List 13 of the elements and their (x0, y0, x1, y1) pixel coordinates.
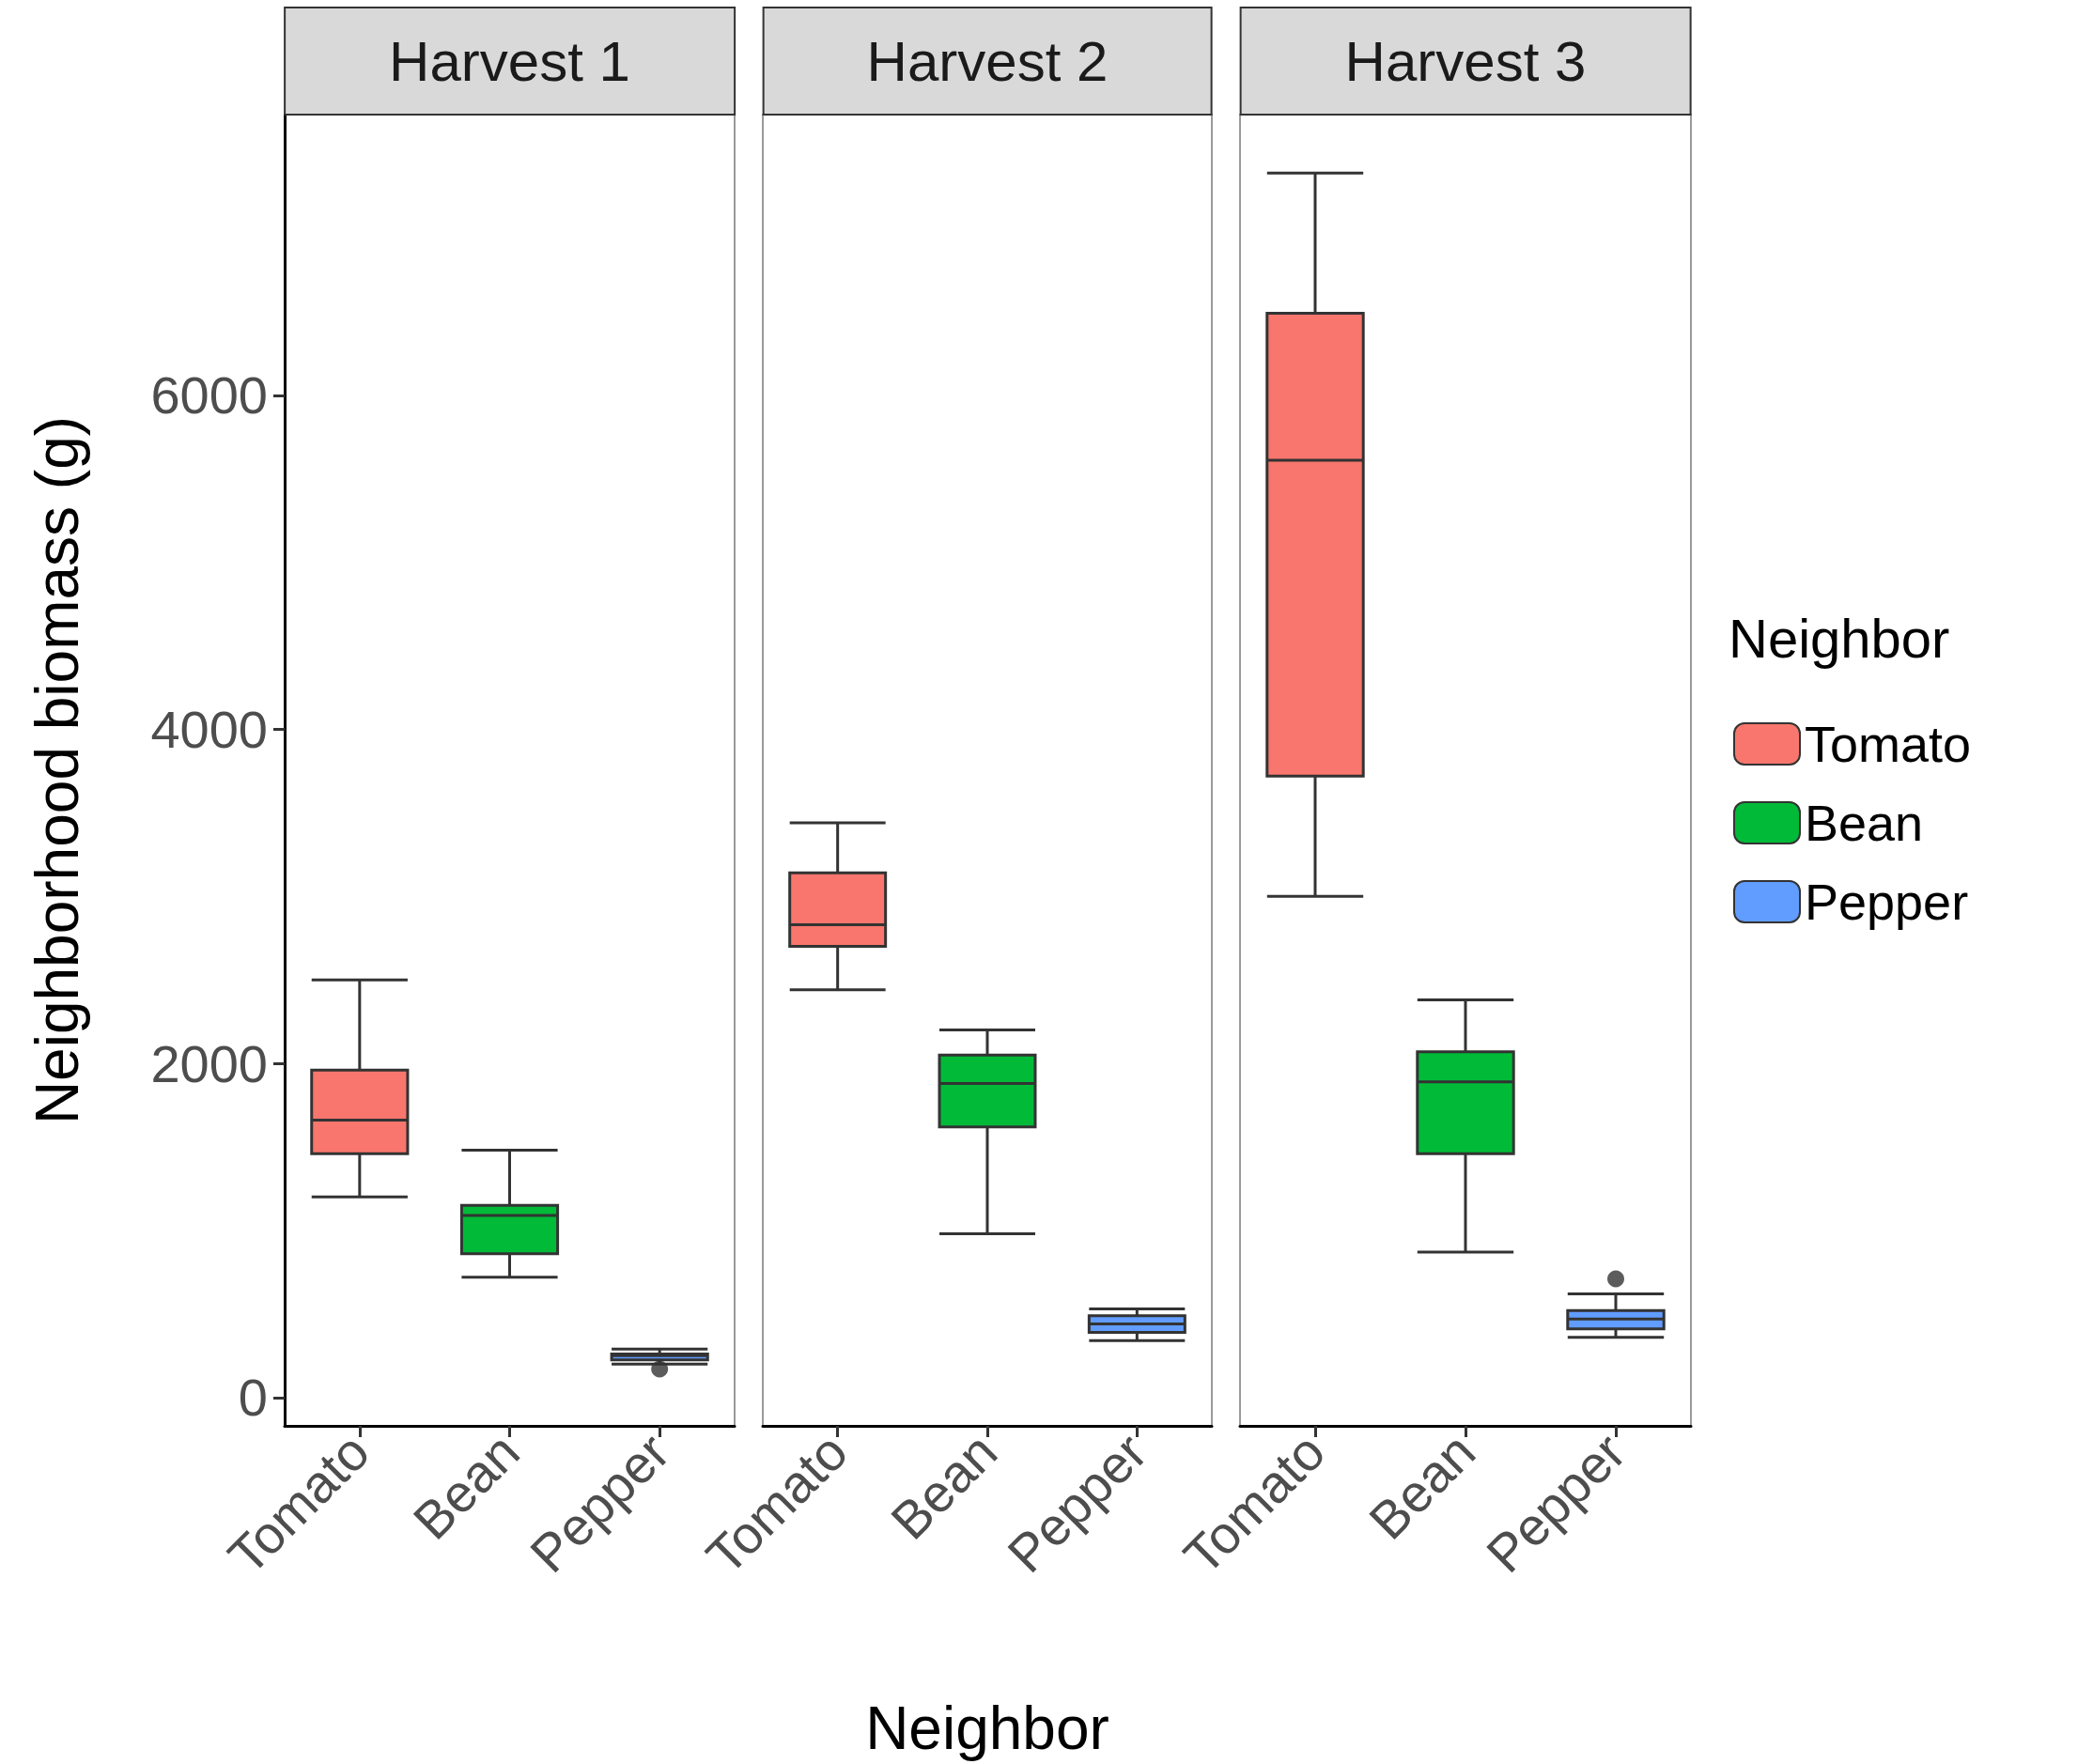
y-tick-label: 4000 (150, 699, 268, 759)
legend-label: Tomato (1805, 716, 1972, 772)
chart-title: Harvest 2 (866, 29, 1109, 93)
legend-title: Neighbor (1729, 607, 1950, 669)
legend-label: Bean (1805, 795, 1924, 851)
y-axis-title: Neighborhood biomass (g) (23, 415, 91, 1125)
legend-label: Pepper (1805, 874, 1969, 930)
y-tick-label: 0 (238, 1368, 268, 1428)
y-tick-label: 6000 (150, 365, 268, 426)
chart-title: Harvest 1 (389, 29, 630, 93)
chart-title: Harvest 3 (1344, 29, 1587, 93)
x-axis-title: Neighbor (865, 1694, 1109, 1762)
y-tick-label: 2000 (150, 1033, 268, 1093)
